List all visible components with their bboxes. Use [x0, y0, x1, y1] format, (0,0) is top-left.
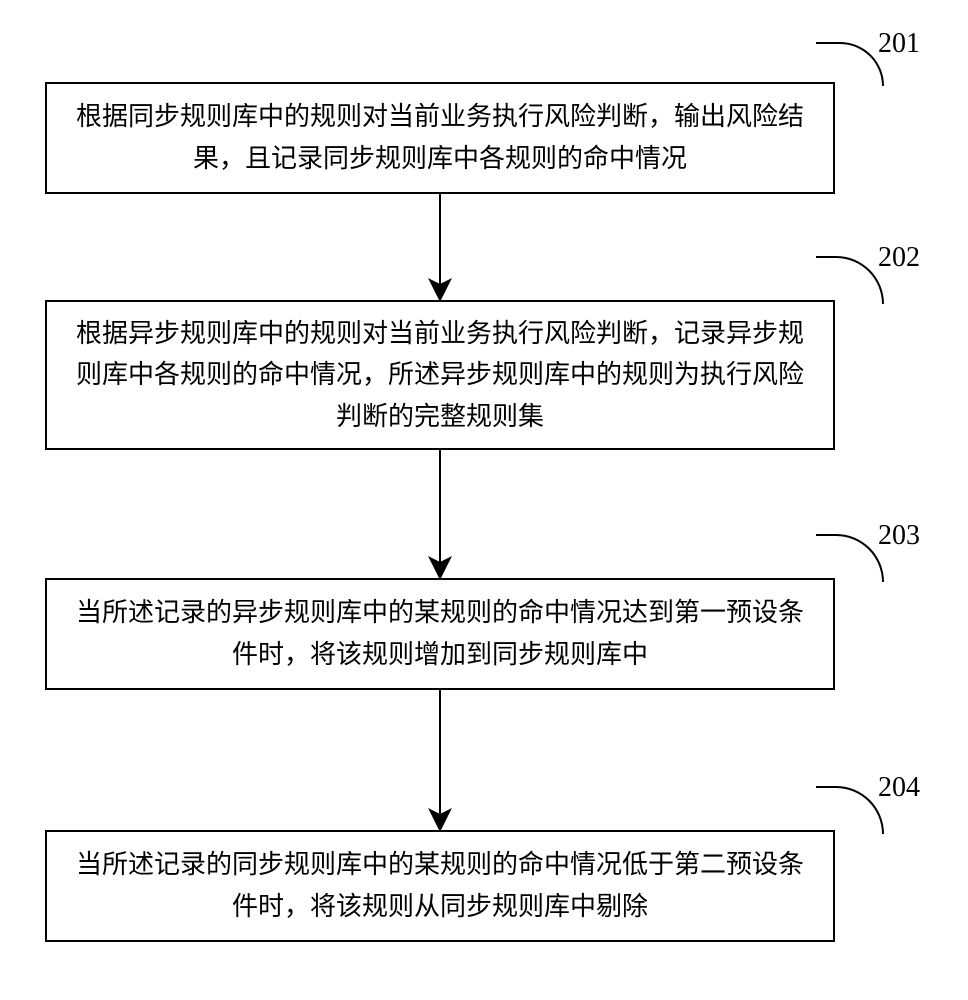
step-label-204: 204 — [878, 772, 920, 804]
callout-line — [816, 786, 884, 834]
flow-node-text: 当所述记录的异步规则库中的某规则的命中情况达到第一预设条件时，将该规则增加到同步… — [67, 592, 813, 675]
flow-node-text: 当所述记录的同步规则库中的某规则的命中情况低于第二预设条件时，将该规则从同步规则… — [67, 844, 813, 927]
flow-node-n4: 当所述记录的同步规则库中的某规则的命中情况低于第二预设条件时，将该规则从同步规则… — [45, 830, 835, 942]
step-label-202: 202 — [878, 242, 920, 274]
flow-node-n2: 根据异步规则库中的规则对当前业务执行风险判断，记录异步规则库中各规则的命中情况，… — [45, 300, 835, 450]
flowchart-canvas: 根据同步规则库中的规则对当前业务执行风险判断，输出风险结果，且记录同步规则库中各… — [0, 0, 968, 1000]
flow-node-n1: 根据同步规则库中的规则对当前业务执行风险判断，输出风险结果，且记录同步规则库中各… — [45, 82, 835, 194]
flow-node-n3: 当所述记录的异步规则库中的某规则的命中情况达到第一预设条件时，将该规则增加到同步… — [45, 578, 835, 690]
callout-line — [816, 534, 884, 582]
flow-node-text: 根据异步规则库中的规则对当前业务执行风险判断，记录异步规则库中各规则的命中情况，… — [67, 313, 813, 438]
callout-line — [816, 256, 884, 304]
flow-node-text: 根据同步规则库中的规则对当前业务执行风险判断，输出风险结果，且记录同步规则库中各… — [67, 96, 813, 179]
step-label-203: 203 — [878, 520, 920, 552]
step-label-201: 201 — [878, 28, 920, 60]
callout-line — [816, 42, 884, 86]
